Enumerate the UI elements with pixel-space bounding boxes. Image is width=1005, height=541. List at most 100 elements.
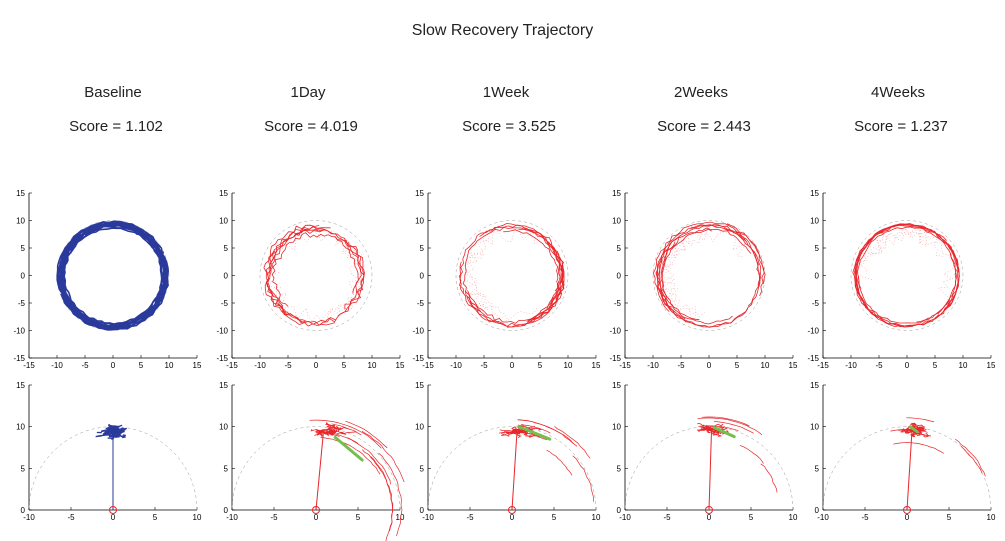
trajectory-trace-dotted <box>463 280 537 323</box>
endpoint-trace <box>910 432 916 437</box>
endpoint-trace <box>95 433 113 438</box>
condition-label-4weeks: 4Weeks <box>871 84 925 101</box>
reach-direction-line <box>708 429 713 511</box>
endpoint-arc-trace <box>698 425 739 432</box>
top-panel-4-axes: -15 -10 -5 0 5 10 15 -15 -10 -5 0 5 10 15 <box>807 189 996 370</box>
top-panel-2-ytick-label: -5 <box>417 299 425 308</box>
bottom-panel-4-xtick-label: -5 <box>861 513 869 522</box>
bottom-panel-3-xtick-label: 5 <box>749 513 754 522</box>
trajectory-trace <box>660 241 733 325</box>
top-panel-2-xtick-label: -15 <box>422 361 434 370</box>
endpoint-arc-trace <box>370 456 393 541</box>
bottom-panel-4-xtick-label: 5 <box>947 513 952 522</box>
condition-label-1day: 1Day <box>290 84 326 101</box>
trajectory-trace <box>855 224 959 307</box>
top-panel-2-xtick-label: -10 <box>450 361 462 370</box>
bottom-panel-3-xtick-label: 10 <box>789 513 798 522</box>
bottom-panel-4-xtick-label: 0 <box>905 513 910 522</box>
trajectory-trace <box>852 223 947 328</box>
endpoint-trace <box>911 426 923 433</box>
score-2weeks: Score = 2.443 <box>657 118 751 135</box>
bottom-panel-4-ytick-label: 0 <box>815 506 820 515</box>
top-panel-0-xtick-label: 0 <box>111 361 116 370</box>
trajectory-trace <box>855 283 939 327</box>
bottom-panel-0-ytick-label: 15 <box>16 381 25 390</box>
trajectory-trace-dotted <box>660 251 705 317</box>
endpoint-arc-trace <box>572 455 594 502</box>
top-panel-1-axes: -15 -10 -5 0 5 10 15 -15 -10 -5 0 5 10 15 <box>216 189 405 370</box>
trajectory-trace <box>856 226 957 323</box>
top-panel-3-ytick-label: 15 <box>612 189 621 198</box>
top-panel-2-xtick-label: 15 <box>592 361 601 370</box>
score-baseline: Score = 1.102 <box>69 118 163 135</box>
top-panel-0-ytick-label: -5 <box>18 299 26 308</box>
bottom-panel-0-xtick-label: -5 <box>67 513 75 522</box>
endpoint-arc-trace <box>361 430 405 483</box>
bottom-panel-3-ytick-label: 15 <box>612 381 621 390</box>
error-vector <box>908 425 919 434</box>
reference-arc <box>624 426 794 511</box>
endpoint-arc-trace <box>347 437 391 485</box>
top-panel-1-xtick-label: -5 <box>284 361 292 370</box>
bottom-panel-3-axes: -10 -5 0 5 10 0 5 10 15 <box>612 381 798 522</box>
trajectory-trace <box>479 224 565 310</box>
endpoint-arc-trace <box>320 437 381 475</box>
endpoint-arc-trace <box>521 424 551 434</box>
top-panel-2-xtick-label: 10 <box>564 361 573 370</box>
endpoint-trace <box>113 427 126 432</box>
bottom-panel-2-ytick-label: 10 <box>415 423 424 432</box>
top-panel-1-xtick-label: 5 <box>342 361 347 370</box>
bottom-panel-0-ytick-label: 10 <box>16 423 25 432</box>
top-panel-2-xtick-label: 5 <box>538 361 543 370</box>
error-vector <box>517 425 552 441</box>
top-panel-2-axes: -15 -10 -5 0 5 10 15 -15 -10 -5 0 5 10 15 <box>412 189 601 370</box>
top-panel-3-ytick-label: 0 <box>617 272 622 281</box>
top-panel-1-ytick-label: -5 <box>221 299 229 308</box>
trajectory-trace <box>658 224 761 308</box>
trajectory-trace <box>59 223 167 328</box>
endpoint-arc-trace <box>345 420 388 449</box>
bottom-panel-0-xtick-label: -10 <box>23 513 35 522</box>
trajectory-trace <box>723 227 761 287</box>
bottom-panel-2-xtick-label: 10 <box>592 513 601 522</box>
trajectory-trace <box>62 225 164 326</box>
top-panel-1-ytick-label: 15 <box>219 189 228 198</box>
trajectory-trace <box>522 226 564 322</box>
trajectory-trace-dotted <box>267 272 334 323</box>
endpoint-trace <box>326 426 340 432</box>
bottom-panel-0-ytick-label: 0 <box>21 506 26 515</box>
endpoint-trace <box>111 430 119 435</box>
trajectory-trace <box>503 229 559 283</box>
endpoint-trace <box>108 434 118 439</box>
endpoint-trace <box>335 431 357 435</box>
top-panel-0-xtick-label: 5 <box>139 361 144 370</box>
top-panel-2-ytick-label: -10 <box>412 327 424 336</box>
top-panel-0-xtick-label: 10 <box>165 361 174 370</box>
top-panel-2-xtick-label: 0 <box>510 361 515 370</box>
trajectory-trace <box>518 228 562 322</box>
top-panel-3-xtick-label: -10 <box>647 361 659 370</box>
top-panel-0-ytick-label: 0 <box>21 272 26 281</box>
top-panel-1-xtick-label: -15 <box>226 361 238 370</box>
top-panel-1-xtick-label: 15 <box>396 361 405 370</box>
reference-circle <box>652 220 766 331</box>
reach-direction-line <box>906 429 913 511</box>
trajectory-trace-dotted <box>465 254 508 320</box>
top-panel-4-ytick-label: 15 <box>810 189 819 198</box>
bottom-panel-3-ytick-label: 0 <box>617 506 622 515</box>
bottom-panel-2-xtick-label: 0 <box>510 513 515 522</box>
bottom-panel-2-xtick-label: -10 <box>422 513 434 522</box>
top-panel-0-axes: -15 -10 -5 0 5 10 15 -15 -10 -5 0 5 10 15 <box>13 189 202 370</box>
bottom-panel-0-xtick-label: 10 <box>193 513 202 522</box>
top-panel-3-xtick-label: 5 <box>735 361 740 370</box>
endpoint-trace <box>913 432 929 438</box>
bottom-panel-3-xtick-label: -5 <box>663 513 671 522</box>
bottom-panel-1-xtick-label: 5 <box>356 513 361 522</box>
endpoint-arc-trace <box>890 429 928 433</box>
top-panel-0-ytick-label: -15 <box>13 354 25 363</box>
bottom-panel-4-xtick-label: 10 <box>987 513 996 522</box>
top-panel-4-ytick-label: -5 <box>812 299 820 308</box>
endpoint-trace <box>711 428 721 433</box>
